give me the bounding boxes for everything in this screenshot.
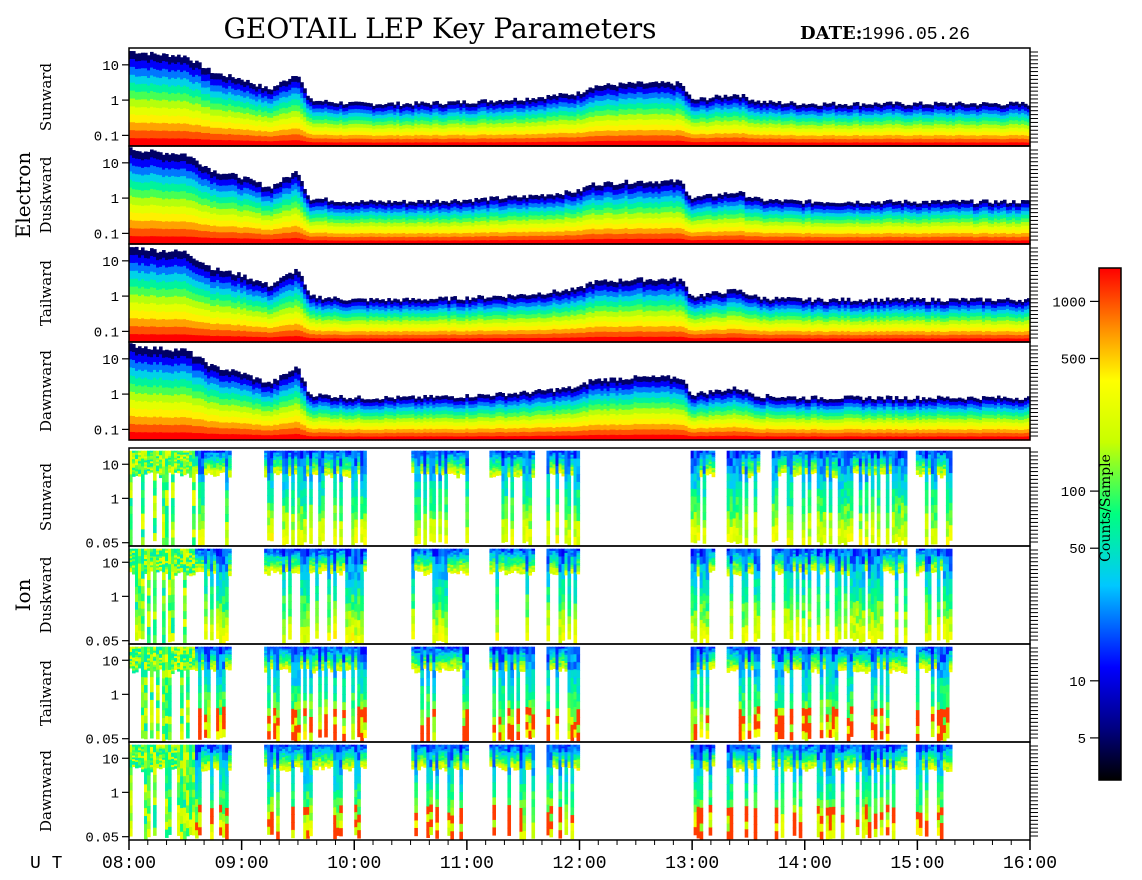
heatmap-cell xyxy=(688,95,692,100)
heatmap-cell xyxy=(832,102,836,106)
heatmap-cell xyxy=(303,88,307,93)
panel-electron-sunward: 10 1 0.1 Sunward xyxy=(37,48,1038,147)
heatmap-cell xyxy=(324,197,328,201)
chart-title: GEOTAIL LEP Key Parameters xyxy=(224,12,657,45)
date-label: DATE: xyxy=(800,23,862,44)
heatmap-cells xyxy=(129,51,1031,147)
heatmap-cell xyxy=(297,175,301,181)
y-tick-label: 0.1 xyxy=(94,129,119,145)
heatmap-cell xyxy=(297,77,301,83)
group-label-ion: Ion xyxy=(11,578,35,611)
heatmap-cell xyxy=(300,181,304,187)
spectrogram-panels: 1010.1Sunward1010.1Duskward1010.1Tailwar… xyxy=(37,48,1038,847)
heatmap-cell xyxy=(306,195,310,200)
heatmap-cell xyxy=(258,182,262,188)
y-tick-label: 10 xyxy=(102,59,119,75)
panel-direction-label: Sunward xyxy=(37,63,55,132)
heatmap-cell xyxy=(396,102,400,106)
panel-electron-duskward: 1010.1Duskward xyxy=(37,146,1038,245)
group-label-electron: Electron xyxy=(11,152,35,239)
y-tick-label: 1 xyxy=(111,94,119,110)
heatmap-cell xyxy=(303,189,307,194)
heatmap-cell xyxy=(300,82,304,88)
date-value: 1996.05.26 xyxy=(862,25,970,45)
heatmap-cell xyxy=(856,102,860,106)
heatmap-cells xyxy=(129,147,1031,244)
heatmap-cell xyxy=(682,86,686,92)
